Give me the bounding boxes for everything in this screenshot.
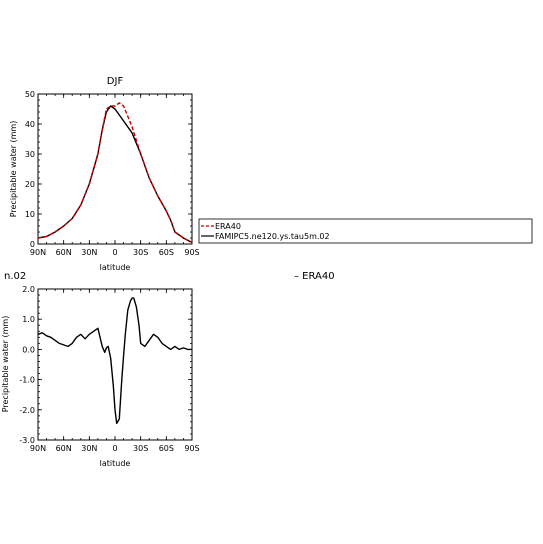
bottom-x-tick-label: 60S xyxy=(159,444,174,453)
bottom-x-tick-label: 60N xyxy=(56,444,72,453)
top-x-tick-label: 60N xyxy=(56,248,72,257)
bottom-title-fragment-right: – ERA40 xyxy=(294,271,335,282)
legend-label-famipc5: FAMIPC5.ne120.ys.tau5m.02 xyxy=(215,232,330,241)
top-y-tick-label: 50 xyxy=(25,90,35,99)
top-y-tick-label: 40 xyxy=(25,120,35,129)
bottom-y-tick-label: 0.0 xyxy=(22,345,35,354)
top-axis-ticks: 90N 60N 30N 0 30S 60S 90S 0 10 20 30 40 50 xyxy=(25,90,200,257)
bottom-panel: n.02 – ERA40 90N 60N 30N 0 30S 60S 90S 2.0 1.0 0.… xyxy=(1,271,335,468)
top-y-tick-label: 30 xyxy=(25,150,35,159)
top-series-line-famipc5-ne120-ys-tau5m-02 xyxy=(37,105,193,244)
bottom-y-tick-label: -1.0 xyxy=(19,376,35,385)
bottom-y-tick-label: -2.0 xyxy=(19,406,35,415)
top-y-axis-label: Precipitable water (mm) xyxy=(9,121,18,218)
bottom-title-fragment-left: n.02 xyxy=(4,271,26,282)
top-x-tick-label: 60S xyxy=(159,248,174,257)
bottom-axis-ticks: 90N 60N 30N 0 30S 60S 90S 2.0 1.0 0.0 -1.0 -2.0 -3.0 xyxy=(19,285,199,453)
top-series-group xyxy=(37,102,193,244)
bottom-x-tick-label: 90N xyxy=(30,444,46,453)
top-x-axis-label: latitude xyxy=(100,263,131,272)
top-x-tick-label: 30N xyxy=(81,248,97,257)
bottom-x-tick-label: 0 xyxy=(112,444,117,453)
top-panel: DJF 90N 60N 30N 0 30S 60S 90S 0 10 20 30 40 50 latit… xyxy=(9,76,200,272)
bottom-x-axis-label: latitude xyxy=(100,459,131,468)
top-y-tick-label: 20 xyxy=(25,180,35,189)
top-x-tick-label: 90N xyxy=(30,248,46,257)
bottom-plot-frame xyxy=(37,288,193,441)
legend-label-era40: ERA40 xyxy=(215,222,241,231)
top-x-tick-label: 90S xyxy=(184,248,199,257)
top-y-tick-label: 0 xyxy=(30,240,35,249)
top-chart-title: DJF xyxy=(107,76,124,87)
bottom-y-tick-label: -3.0 xyxy=(19,436,35,445)
bottom-series-line-difference xyxy=(37,297,192,425)
bottom-x-tick-label: 30N xyxy=(81,444,97,453)
top-plot-frame xyxy=(37,93,193,245)
bottom-series-group xyxy=(37,297,192,425)
top-y-tick-label: 10 xyxy=(25,210,35,219)
bottom-x-tick-label: 30S xyxy=(133,444,148,453)
legend-box xyxy=(198,218,533,244)
bottom-y-tick-label: 2.0 xyxy=(22,285,35,294)
top-x-tick-label: 0 xyxy=(112,248,117,257)
bottom-y-axis-label: Precipitable water (mm) xyxy=(1,316,10,413)
legend: ERA40 FAMIPC5.ne120.ys.tau5m.02 xyxy=(198,218,533,244)
bottom-x-tick-label: 90S xyxy=(184,444,199,453)
top-x-tick-label: 30S xyxy=(133,248,148,257)
top-series-line-era40 xyxy=(37,102,193,244)
bottom-y-tick-label: 1.0 xyxy=(22,315,35,324)
